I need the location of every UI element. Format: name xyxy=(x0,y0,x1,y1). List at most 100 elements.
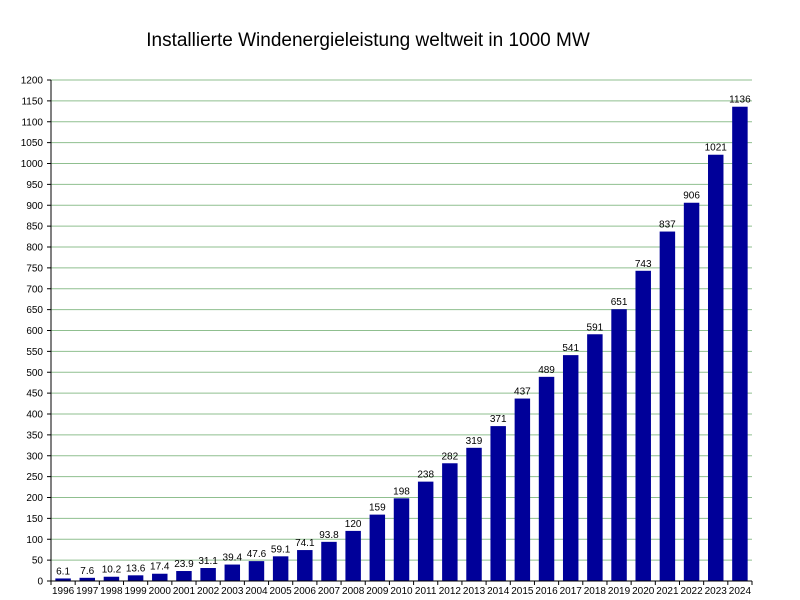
bar xyxy=(127,575,144,581)
bar xyxy=(708,154,724,582)
y-tick-label: 500 xyxy=(26,368,43,379)
x-tick-label: 2012 xyxy=(439,586,462,597)
x-tick-label: 1997 xyxy=(76,586,99,597)
x-tick-label: 1996 xyxy=(52,586,75,597)
bar xyxy=(442,463,458,581)
y-tick-label: 850 xyxy=(26,222,43,233)
y-tick-label: 800 xyxy=(26,243,43,254)
bar xyxy=(369,514,386,581)
y-tick-label: 900 xyxy=(26,201,43,212)
data-label: 437 xyxy=(514,387,531,398)
y-tick-label: 1200 xyxy=(21,76,44,87)
bar xyxy=(683,202,700,581)
bar xyxy=(224,564,241,581)
y-tick-label: 450 xyxy=(26,389,43,400)
data-label: 31.1 xyxy=(198,556,218,567)
x-tick-label: 2004 xyxy=(245,586,268,597)
bar xyxy=(200,568,216,581)
bar xyxy=(466,447,482,581)
y-tick-label: 1100 xyxy=(21,117,43,128)
data-label: 10.2 xyxy=(102,565,122,576)
bar xyxy=(635,270,651,581)
x-tick-label: 2022 xyxy=(680,586,703,597)
bar xyxy=(538,376,555,581)
data-labels: 6.1 7.6 10.2 13.6 17.4 23.9 31.1 39.4 47.6 59.1 74… xyxy=(56,95,751,578)
y-tick-label: 700 xyxy=(26,284,43,295)
y-tick-label: 0 xyxy=(37,577,43,588)
data-label: 120 xyxy=(345,519,362,530)
x-tick-label: 2023 xyxy=(705,586,728,597)
x-tick-label: 2010 xyxy=(390,586,413,597)
bar xyxy=(611,309,627,581)
data-label: 198 xyxy=(393,486,410,497)
data-label: 7.6 xyxy=(80,566,94,577)
y-tick-label: 50 xyxy=(32,556,44,567)
x-tick-label: 1999 xyxy=(124,586,147,597)
data-label: 93.8 xyxy=(319,530,339,541)
y-tick-label: 400 xyxy=(26,410,43,421)
bar xyxy=(176,571,192,581)
bar xyxy=(417,481,434,581)
x-tick-label: 2000 xyxy=(149,586,172,597)
data-label: 238 xyxy=(417,470,434,481)
y-tick-label: 350 xyxy=(26,430,43,441)
bar xyxy=(393,498,410,581)
x-tick-label: 2008 xyxy=(342,586,365,597)
data-label: 1136 xyxy=(729,95,751,106)
x-tick-label: 2014 xyxy=(487,586,510,597)
x-tick-label: 2006 xyxy=(294,586,317,597)
x-tick-label: 2003 xyxy=(221,586,244,597)
data-label: 651 xyxy=(611,297,628,308)
chart-title: Installierte Windenergieleistung weltwei… xyxy=(146,30,590,51)
y-tick-label: 1150 xyxy=(21,96,43,107)
data-label: 13.6 xyxy=(126,563,146,574)
x-tick-label: 2011 xyxy=(415,586,437,597)
x-tick-label: 2021 xyxy=(656,586,679,597)
y-tick-label: 550 xyxy=(26,347,43,358)
y-tick-label: 250 xyxy=(26,472,43,483)
x-tick-label: 2016 xyxy=(535,586,558,597)
x-tick-label: 2002 xyxy=(197,586,220,597)
bar xyxy=(272,556,289,581)
data-label: 371 xyxy=(490,414,507,425)
x-axis-tick-labels: 1996 1997 1998 1999 2000 2001 2002 2003 2004 2005… xyxy=(52,586,752,597)
data-label: 39.4 xyxy=(223,553,243,564)
bar xyxy=(732,106,748,581)
data-label: 906 xyxy=(683,191,700,202)
bar xyxy=(345,530,361,581)
bar xyxy=(103,576,120,581)
bar xyxy=(152,573,168,581)
y-tick-label: 100 xyxy=(26,535,43,546)
x-tick-label: 2007 xyxy=(318,586,341,597)
y-tick-label: 200 xyxy=(26,493,43,504)
data-label: 74.1 xyxy=(295,538,315,549)
y-tick-label: 1050 xyxy=(21,138,44,149)
bar xyxy=(297,550,313,581)
data-label: 159 xyxy=(369,503,386,514)
data-label: 1021 xyxy=(705,143,728,154)
x-tick-label: 2009 xyxy=(366,586,389,597)
data-label: 319 xyxy=(466,436,483,447)
y-tick-label: 650 xyxy=(26,305,43,316)
data-label: 23.9 xyxy=(174,559,194,570)
x-tick-label: 2020 xyxy=(632,586,655,597)
bar xyxy=(659,231,676,582)
y-tick-label: 150 xyxy=(26,514,43,525)
bars xyxy=(55,106,748,582)
bar xyxy=(490,426,506,581)
x-tick-label: 1998 xyxy=(100,586,123,597)
y-tick-label: 950 xyxy=(26,180,43,191)
x-tick-label: 2015 xyxy=(511,586,534,597)
bar xyxy=(79,577,95,581)
x-tick-label: 2024 xyxy=(729,586,752,597)
x-tick-label: 2013 xyxy=(463,586,486,597)
y-axis-tick-labels: 0 50 100 150 200 250 300 350 400 450 500 550 600 650 7… xyxy=(21,76,44,588)
y-tick-label: 600 xyxy=(26,326,43,337)
bar xyxy=(587,334,603,581)
bar xyxy=(55,578,71,581)
y-tick-label: 1000 xyxy=(21,159,44,170)
x-tick-label: 2017 xyxy=(560,586,583,597)
x-tick-label: 2005 xyxy=(270,586,293,597)
bar xyxy=(321,541,337,581)
